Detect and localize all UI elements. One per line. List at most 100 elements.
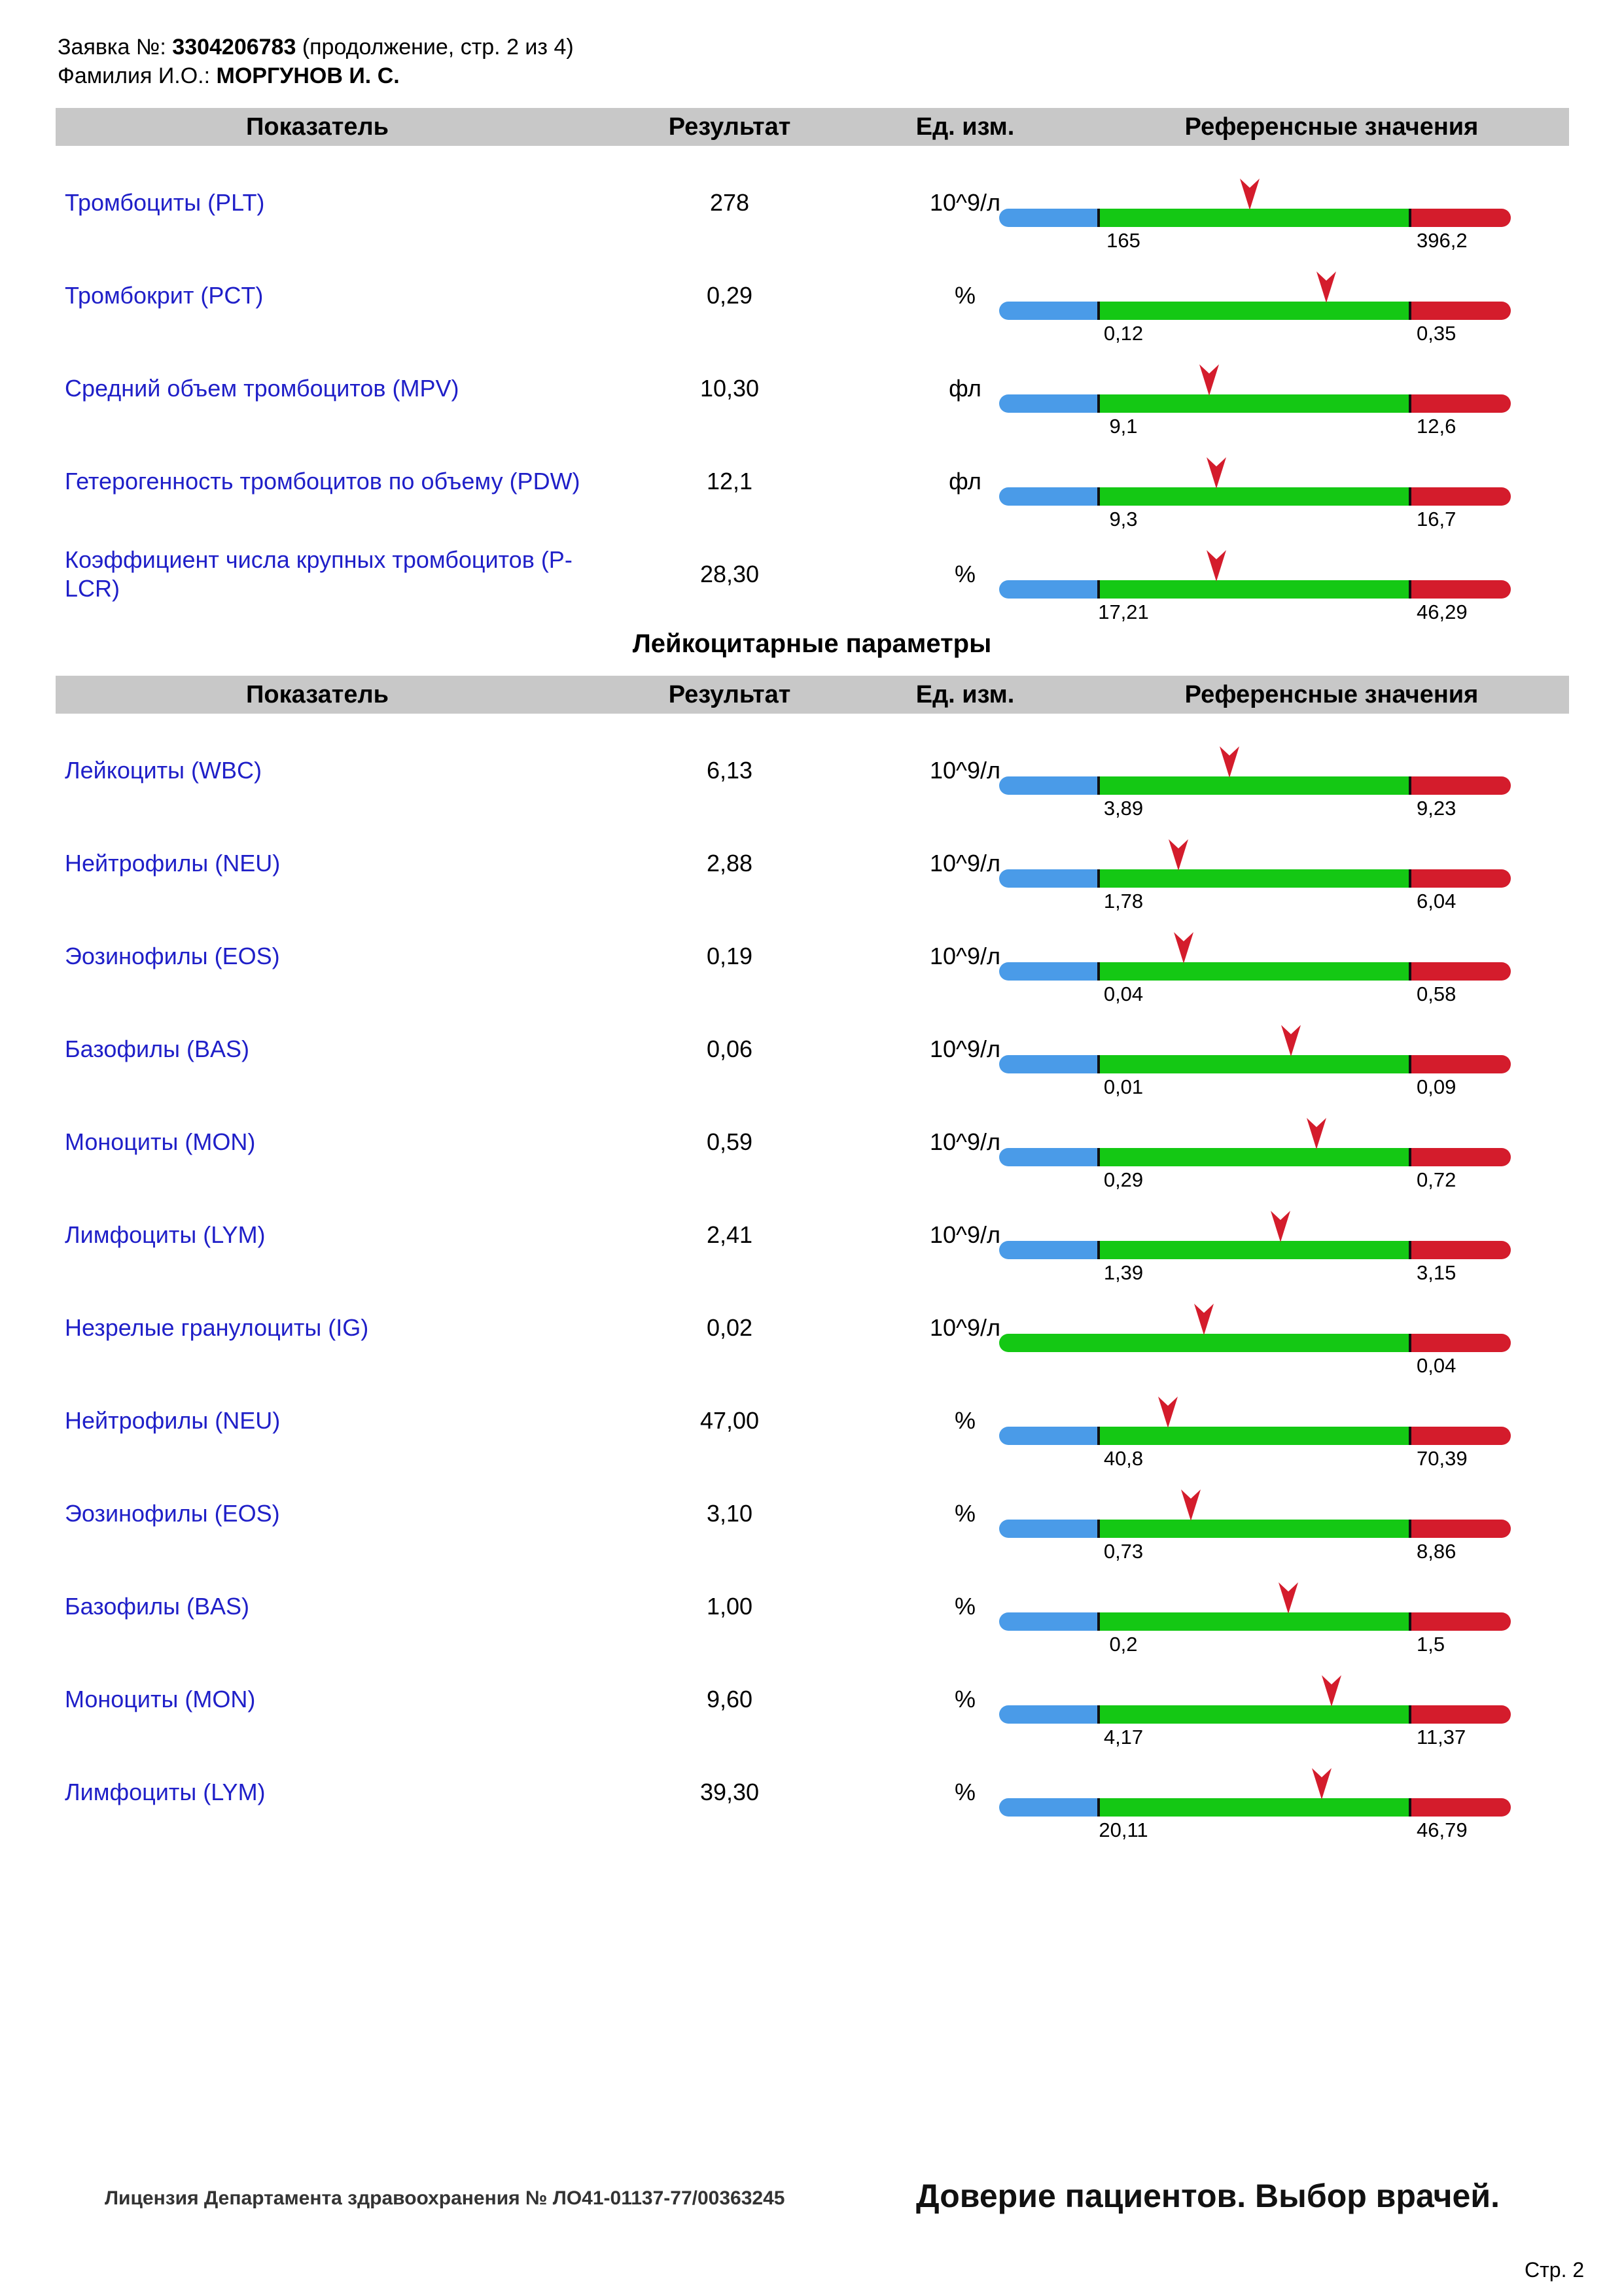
unit-value: 10^9/л: [930, 189, 1000, 216]
range-low-tick: [1097, 1055, 1100, 1073]
indicator-name-link[interactable]: Эозинофилы (EOS): [65, 1500, 280, 1527]
range-high-label: 0,58: [1417, 983, 1456, 1005]
range-low-label: 20,11: [1099, 1818, 1148, 1841]
range-below-segment: [999, 1705, 1099, 1724]
result-value: 3,10: [706, 1500, 753, 1527]
range-below-segment: [999, 869, 1099, 888]
result-marker-icon: [1278, 1582, 1298, 1614]
indicator-name-link[interactable]: Гетерогенность тромбоцитов по объему (PD…: [65, 468, 580, 495]
range-low-tick: [1097, 1148, 1100, 1166]
range-high-tick: [1409, 580, 1411, 599]
result-marker-icon: [1316, 271, 1337, 303]
range-high-tick: [1409, 1334, 1411, 1352]
range-normal-segment: [1099, 209, 1410, 227]
unit-value: фл: [949, 468, 981, 495]
range-low-label: 9,3: [1109, 508, 1138, 531]
range-low-label: 165: [1106, 229, 1140, 252]
range-above-segment: [1410, 209, 1511, 227]
page-number: Стр. 2: [1525, 2258, 1585, 2282]
unit-value: 10^9/л: [930, 1314, 1000, 1341]
indicator-name-link[interactable]: Базофилы (BAS): [65, 1593, 249, 1620]
range-low-label: 0,04: [1103, 983, 1144, 1005]
range-normal-segment: [999, 1334, 1410, 1352]
range-above-segment: [1410, 869, 1511, 888]
range-high-label: 0,04: [1417, 1354, 1456, 1377]
header-unit: Ед. изм.: [915, 681, 1015, 708]
range-high-tick: [1409, 1427, 1411, 1445]
range-normal-segment: [1099, 1612, 1410, 1631]
indicator-name-link[interactable]: Коэффициент числа крупных тромбоцитов (P…: [65, 546, 573, 602]
indicator-name-link[interactable]: Базофилы (BAS): [65, 1035, 249, 1062]
result-marker-icon: [1207, 457, 1227, 489]
range-below-segment: [999, 580, 1099, 599]
reference-range-bar: [999, 1520, 1511, 1538]
range-below-segment: [999, 1148, 1099, 1166]
result-marker-icon: [1173, 932, 1193, 964]
order-number: 3304206783: [172, 35, 296, 60]
indicator-name-link[interactable]: Моноциты (MON): [65, 1128, 256, 1155]
patient-name-label: Фамилия И.О.:: [58, 63, 211, 88]
indicator-name-link[interactable]: Незрелые гранулоциты (IG): [65, 1314, 369, 1341]
range-normal-segment: [1099, 394, 1410, 413]
reference-range-bar: [999, 302, 1511, 320]
range-low-tick: [1097, 962, 1100, 981]
unit-value: %: [954, 282, 976, 309]
order-line: Заявка №: 3304206783 (продолжение, стр. …: [58, 33, 574, 61]
table-row: Моноциты (MON) 0,59 10^9/л 0,29 0,72: [56, 1096, 1569, 1191]
range-above-segment: [1410, 487, 1511, 506]
reference-range-bar: [999, 1798, 1511, 1817]
indicator-name-link[interactable]: Лимфоциты (LYM): [65, 1779, 266, 1805]
indicator-name-link[interactable]: Тромбокрит (PCT): [65, 282, 264, 309]
range-below-segment: [999, 302, 1099, 320]
header-indicator: Показатель: [246, 113, 389, 141]
table-row: Средний объем тромбоцитов (MPV) 10,30 фл 9,…: [56, 342, 1569, 438]
header-result: Результат: [668, 113, 791, 141]
range-low-label: 3,89: [1103, 797, 1144, 820]
indicator-name-link[interactable]: Лейкоциты (WBC): [65, 757, 262, 784]
reference-range-bar: [999, 1148, 1511, 1166]
result-marker-icon: [1280, 1025, 1301, 1056]
range-below-segment: [999, 394, 1099, 413]
result-marker-icon: [1219, 746, 1239, 778]
range-normal-segment: [1099, 1798, 1410, 1817]
indicator-name-link[interactable]: Эозинофилы (EOS): [65, 943, 280, 969]
range-below-segment: [999, 1520, 1099, 1538]
range-normal-segment: [1099, 869, 1410, 888]
result-value: 39,30: [699, 1779, 760, 1805]
range-normal-segment: [1099, 487, 1410, 506]
range-low-label: 17,21: [1098, 600, 1149, 623]
indicator-name-link[interactable]: Нейтрофилы (NEU): [65, 1407, 281, 1434]
range-low-tick: [1097, 1520, 1100, 1538]
header-unit: Ед. изм.: [915, 113, 1015, 141]
result-value: 47,00: [699, 1407, 760, 1434]
indicator-name-link[interactable]: Нейтрофилы (NEU): [65, 850, 281, 877]
indicator-name-link[interactable]: Средний объем тромбоцитов (MPV): [65, 375, 459, 402]
range-low-tick: [1097, 1427, 1100, 1445]
indicator-name-link[interactable]: Тромбоциты (PLT): [65, 189, 265, 216]
table-row: Лимфоциты (LYM) 2,41 10^9/л 1,39 3,15: [56, 1189, 1569, 1284]
range-above-segment: [1410, 1798, 1511, 1817]
indicator-name-link[interactable]: Моноциты (MON): [65, 1686, 256, 1713]
indicator-name-link[interactable]: Лимфоциты (LYM): [65, 1221, 266, 1248]
request-header: Заявка №: 3304206783 (продолжение, стр. …: [58, 33, 574, 90]
result-marker-icon: [1181, 1489, 1201, 1521]
unit-value: 10^9/л: [930, 1221, 1000, 1248]
range-normal-segment: [1099, 1705, 1410, 1724]
result-value: 2,41: [706, 1221, 753, 1248]
range-low-tick: [1097, 1241, 1100, 1259]
range-normal-segment: [1099, 962, 1410, 981]
range-high-label: 8,86: [1417, 1540, 1456, 1563]
result-value: 0,29: [706, 282, 753, 309]
result-value: 0,59: [706, 1128, 753, 1155]
range-high-label: 0,09: [1417, 1075, 1456, 1098]
range-below-segment: [999, 1055, 1099, 1073]
range-low-label: 0,12: [1103, 322, 1144, 345]
range-normal-segment: [1099, 302, 1410, 320]
result-marker-icon: [1207, 550, 1227, 582]
table-row: Тромбокрит (PCT) 0,29% 0,12 0,35: [56, 249, 1569, 345]
unit-value: 10^9/л: [930, 1035, 1000, 1062]
table-row: Тромбоциты (PLT) 278 10^9/л 165 396,2: [56, 156, 1569, 252]
range-above-segment: [1410, 1334, 1511, 1352]
range-low-tick: [1097, 302, 1100, 320]
range-low-label: 1,78: [1103, 890, 1144, 913]
